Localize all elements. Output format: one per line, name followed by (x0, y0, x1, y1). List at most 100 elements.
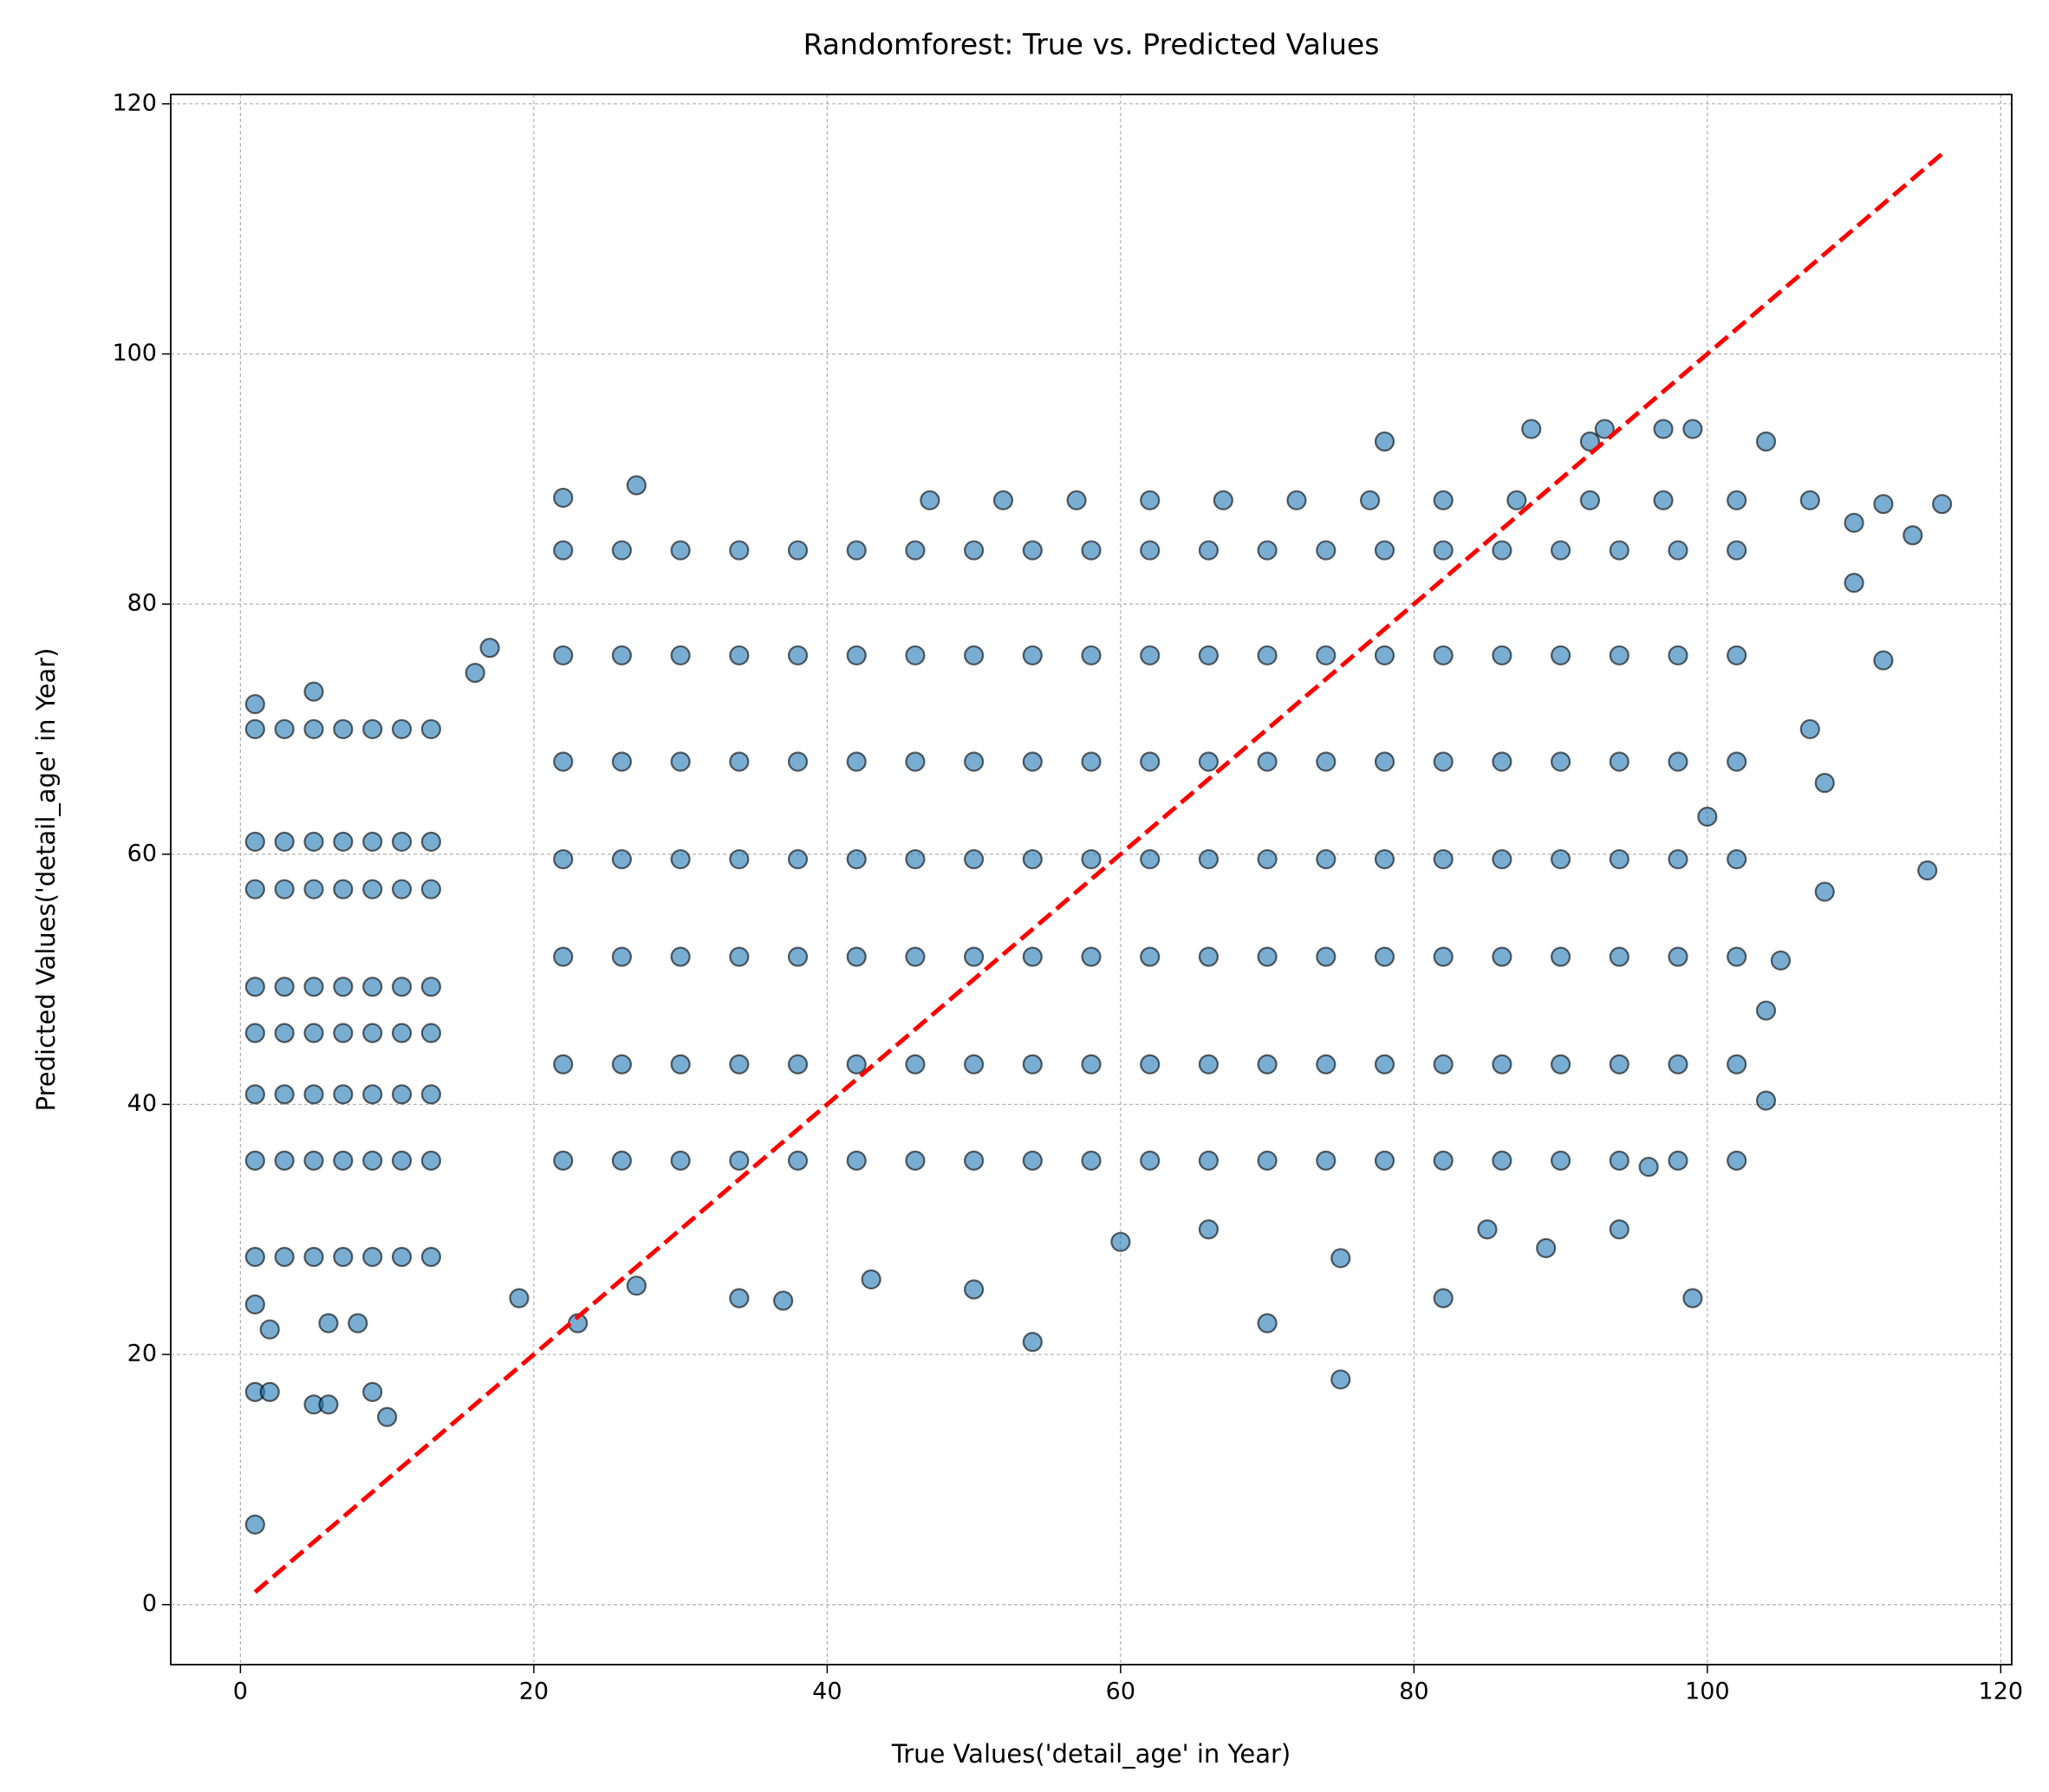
point (274, 977, 295, 997)
point (1755, 1090, 1777, 1111)
x-tick-label: 60 (1106, 1678, 1135, 1705)
point (1198, 645, 1219, 666)
point (905, 1150, 926, 1171)
point (611, 946, 633, 967)
point (1668, 848, 1688, 870)
point (333, 977, 354, 997)
point (905, 645, 926, 666)
point (1081, 645, 1102, 666)
point (244, 1514, 265, 1535)
point (420, 1023, 442, 1043)
point (1198, 1054, 1219, 1075)
point (1374, 1054, 1395, 1075)
point (391, 718, 413, 740)
point (1198, 1150, 1219, 1171)
point (274, 831, 295, 852)
point (1257, 1313, 1278, 1334)
point (729, 1054, 750, 1075)
point (1081, 751, 1102, 772)
point (362, 1023, 383, 1043)
point (1550, 645, 1571, 666)
point (1579, 431, 1601, 452)
point (920, 490, 940, 510)
point (846, 540, 867, 561)
point (1140, 1150, 1161, 1171)
point (611, 1150, 633, 1171)
point (509, 1288, 530, 1308)
point (992, 490, 1014, 510)
point (1477, 1219, 1498, 1240)
x-tick-label: 20 (519, 1678, 549, 1705)
point (362, 831, 383, 852)
point (1668, 946, 1688, 967)
points (244, 419, 1953, 1535)
point (964, 540, 985, 561)
point (1653, 419, 1674, 439)
point (1257, 540, 1278, 561)
point (1022, 645, 1043, 666)
point (259, 1381, 280, 1402)
point (1697, 806, 1718, 828)
point (362, 977, 383, 997)
point (1374, 751, 1395, 772)
y-tick-label: 80 (127, 590, 157, 617)
point (846, 848, 867, 870)
point (303, 977, 324, 997)
point (274, 879, 295, 899)
reference-line (253, 152, 1944, 1594)
point (333, 1246, 354, 1268)
point (1873, 494, 1894, 515)
point (1374, 848, 1395, 870)
point (1727, 490, 1747, 510)
point (303, 1246, 324, 1268)
point (1814, 881, 1835, 902)
point (787, 645, 809, 666)
point (244, 831, 265, 852)
point (787, 848, 809, 870)
point (1081, 1150, 1102, 1171)
point (1727, 540, 1747, 561)
y-tick-label: 120 (112, 89, 157, 116)
point (1492, 540, 1512, 561)
point (377, 1406, 398, 1427)
point (787, 946, 809, 967)
point (964, 751, 985, 772)
point (611, 751, 633, 772)
point (1550, 751, 1571, 772)
point (1492, 848, 1512, 870)
point (553, 645, 574, 666)
x-tick-label: 0 (233, 1678, 248, 1705)
point (846, 751, 867, 772)
point (1917, 860, 1938, 881)
point (1140, 490, 1161, 510)
point (1682, 419, 1703, 439)
point (729, 946, 750, 967)
point (1316, 751, 1337, 772)
point (1433, 1150, 1454, 1171)
point (303, 831, 324, 852)
x-tick-label: 100 (1685, 1678, 1730, 1705)
point (1198, 1219, 1219, 1240)
point (420, 718, 442, 740)
point (1932, 494, 1953, 515)
point (729, 540, 750, 561)
point (611, 645, 633, 666)
point (1374, 946, 1395, 967)
point (1873, 650, 1894, 671)
point (1653, 490, 1674, 510)
point (1799, 718, 1820, 740)
point (905, 848, 926, 870)
point (244, 1023, 265, 1043)
point (1755, 1000, 1777, 1021)
point (553, 1054, 574, 1075)
point (1213, 490, 1233, 510)
point (333, 1150, 354, 1171)
point (391, 1150, 413, 1171)
point (362, 1150, 383, 1171)
y-axis-label: Predicted Values('detail_age' in Year) (31, 648, 61, 1112)
point (362, 1381, 383, 1402)
point (420, 879, 442, 899)
point (787, 1054, 809, 1075)
point (1198, 751, 1219, 772)
